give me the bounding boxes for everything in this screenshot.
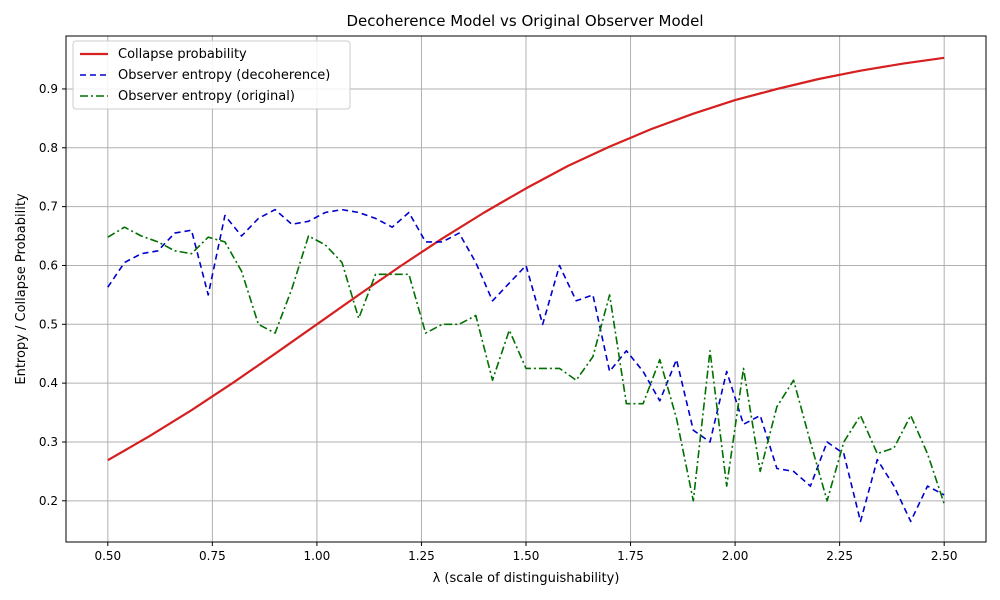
series-line-1 xyxy=(107,56,945,462)
x-tick-label: 2.50 xyxy=(931,549,958,563)
legend: Collapse probability Observer entropy (de… xyxy=(72,40,351,110)
x-tick-label: 2.25 xyxy=(826,549,853,563)
legend-label-2: Observer entropy (decoherence) xyxy=(118,68,330,83)
x-tick-label: 0.75 xyxy=(199,549,226,563)
y-tick-label: 0.3 xyxy=(39,435,58,449)
x-tick-label: 1.75 xyxy=(617,549,644,563)
y-tick-label: 0.8 xyxy=(39,141,58,155)
y-tick-label: 0.9 xyxy=(39,82,58,96)
x-tick-label: 1.00 xyxy=(304,549,331,563)
legend-label-3: Observer entropy (original) xyxy=(118,89,295,104)
x-tick-label: 1.50 xyxy=(513,549,540,563)
x-tick-label: 0.50 xyxy=(94,549,121,563)
legend-box xyxy=(72,40,351,110)
x-axis-title: λ (scale of distinguishability) xyxy=(433,571,620,586)
y-tick-label: 0.6 xyxy=(39,258,58,272)
y-axis-title: Entropy / Collapse Probability xyxy=(14,193,29,385)
x-axis-ticks: 0.50 0.75 1.00 1.25 1.50 1.75 2.00 2.25 2.50 xyxy=(94,542,958,563)
y-tick-label: 0.5 xyxy=(39,317,58,331)
x-tick-label: 2.00 xyxy=(722,549,749,563)
chart-title: Decoherence Model vs Original Observer M… xyxy=(346,12,703,30)
legend-label-1: Collapse probability xyxy=(118,47,247,62)
series-layer xyxy=(107,56,945,523)
y-axis-ticks: 0.2 0.3 0.4 0.5 0.6 0.7 0.8 0.9 xyxy=(39,82,66,508)
y-tick-label: 0.7 xyxy=(39,200,58,214)
x-tick-label: 1.25 xyxy=(408,549,435,563)
y-tick-label: 0.4 xyxy=(39,376,58,390)
series-line-3 xyxy=(107,226,945,505)
series-line-2 xyxy=(107,208,945,523)
y-tick-label: 0.2 xyxy=(39,494,58,508)
grid xyxy=(66,36,986,542)
